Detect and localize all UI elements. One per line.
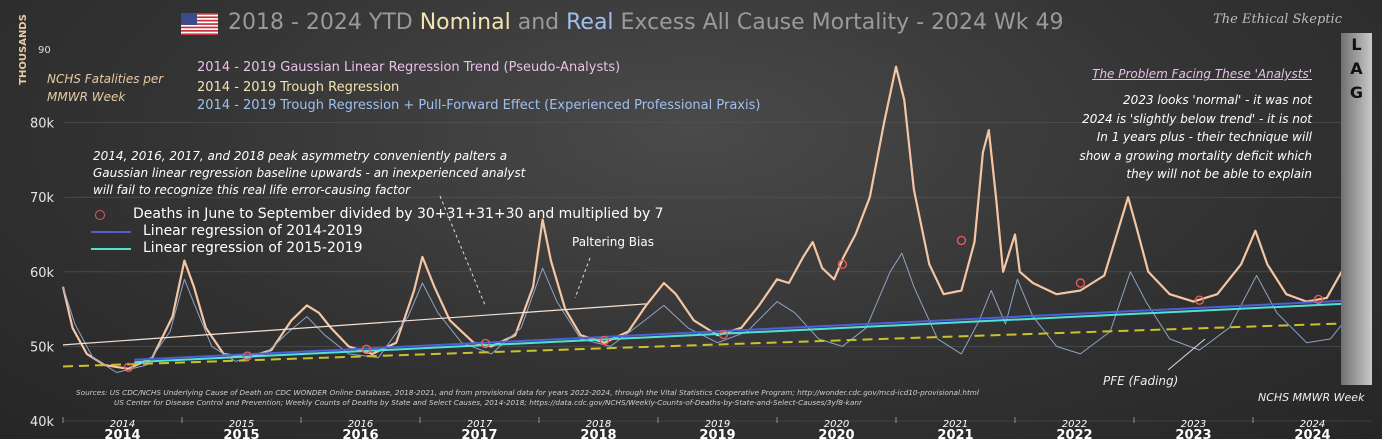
y-tick-label: 80k [30, 117, 55, 132]
y-tick-label: 60k [30, 266, 55, 281]
legend-item: Linear regression of 2015-2019 [91, 240, 664, 257]
x-tick-label: 2021 [937, 428, 973, 439]
brand-signature: The Ethical Skeptic [1213, 12, 1342, 27]
summer-marker [718, 329, 729, 340]
x-tick-label: 2024 [1294, 428, 1330, 439]
lag-letter: G [1349, 83, 1364, 102]
x-tick-label: 2015 [229, 419, 254, 430]
us-flag-icon [181, 13, 218, 35]
problem-line: show a growing mortality deficit which [1079, 148, 1312, 163]
series-line-reg2015 [134, 301, 1373, 364]
legend-marker-circle [95, 209, 105, 220]
series-line-trough [62, 321, 1373, 368]
summer-marker [1194, 295, 1205, 305]
pfe-fading-label: PFE (Fading) [1103, 374, 1179, 388]
x-tick-label: 2019 [699, 428, 735, 439]
source-line: US Center for Disease Control and Preven… [114, 397, 863, 407]
title-real: Real [566, 10, 614, 35]
nchs-fatalities-label: NCHS Fatalities per MMWR Week [47, 72, 164, 104]
x-tick-label: 2021 [943, 419, 968, 430]
trend-gaussian-label: 2014 - 2019 Gaussian Linear Regression T… [197, 60, 621, 75]
problem-line: 2023 looks 'normal' - it was not [1123, 93, 1312, 107]
title-part: 2018 - 2024 YTD [228, 10, 420, 35]
mmwr-week-label: NCHS MMWR Week [1258, 391, 1365, 404]
asymmetry-note: 2014, 2016, 2017, and 2018 peak asymmetr… [93, 148, 525, 199]
summer-marker [123, 362, 134, 372]
annotation-pointer [439, 195, 486, 306]
summer-marker [1075, 278, 1086, 288]
annotation-pointer [574, 257, 591, 299]
series-line-nominal [61, 65, 1368, 370]
y-tick-label: 70k [30, 191, 55, 206]
chart-legend: Deaths in June to September divided by 3… [91, 206, 664, 257]
paltering-bias-label: Paltering Bias [572, 235, 654, 249]
asymmetry-line: Gaussian linear regression baseline upwa… [93, 166, 526, 180]
legend-item: Linear regression of 2014-2019 [91, 223, 664, 240]
x-tick-label: 2023 [1181, 419, 1206, 430]
x-tick-label: 2022 [1062, 419, 1087, 430]
sources-note: Sources: US CDC/NCHS Underlying Cause of… [76, 388, 979, 407]
summer-marker [599, 335, 610, 346]
series-line-reg2014 [134, 298, 1373, 361]
x-tick-label: 2018 [586, 419, 611, 430]
summer-marker [480, 338, 491, 349]
summer-marker [361, 344, 372, 355]
asymmetry-line: 2014, 2016, 2017, and 2018 peak asymmetr… [93, 149, 508, 163]
problem-line: In 1 years plus - their technique will [1096, 130, 1312, 144]
y-tick-label: 40k [30, 415, 55, 430]
y-axis-title: THOUSANDS [17, 14, 29, 85]
x-tick-label: 2016 [348, 419, 373, 430]
x-tick-label: 2017 [461, 428, 497, 439]
legend-label: Deaths in June to September divided by 3… [133, 206, 664, 222]
x-tick-label: 2020 [818, 428, 854, 439]
x-tick-label: 2024 [1300, 419, 1325, 430]
annotation-pointer [1167, 338, 1206, 371]
x-tick-label: 2017 [467, 419, 493, 430]
x-tick-label: 2019 [705, 419, 730, 430]
x-tick-label: 2020 [824, 419, 849, 430]
summer-marker [956, 235, 967, 246]
problem-note: 2023 looks 'normal' - it was not 2024 is… [1079, 91, 1312, 184]
summer-marker [837, 259, 848, 270]
source-line: Sources: US CDC/NCHS Underlying Cause of… [76, 388, 979, 397]
title-part: and [510, 10, 567, 35]
trend-pullforward-label: 2014 - 2019 Trough Regression + Pull-For… [197, 98, 761, 113]
title-nominal: Nominal [419, 10, 511, 35]
series-line-gaussian [62, 303, 647, 346]
legend-swatch-line [91, 230, 131, 233]
legend-swatch-line [91, 247, 131, 250]
lag-letter: A [1350, 59, 1363, 78]
lag-band: L A G [1341, 33, 1372, 385]
summer-marker [1313, 294, 1324, 305]
chart-title: 2018 - 2024 YTD Nominal and Real Excess … [228, 10, 1064, 35]
legend-label: Linear regression of 2015-2019 [143, 240, 363, 256]
x-tick-label: 2023 [1175, 428, 1211, 439]
problem-line: 2024 is 'slightly below trend' - it is n… [1082, 111, 1312, 126]
asymmetry-line: will fail to recognize this real life er… [93, 183, 411, 197]
x-tick-label: 2014 [104, 428, 140, 439]
x-tick-label: 2018 [580, 428, 616, 439]
y-tick-label: 50k [30, 340, 55, 355]
x-tick-label: 2015 [223, 428, 259, 439]
y-top-value: 90 [38, 45, 51, 56]
x-tick-label: 2014 [110, 419, 135, 430]
lag-letter: L [1351, 35, 1362, 54]
legend-item: Deaths in June to September divided by 3… [91, 206, 664, 223]
x-tick-label: 2016 [342, 428, 378, 439]
x-tick-label: 2022 [1056, 428, 1092, 439]
problem-line: they will not be able to explain [1126, 167, 1312, 181]
problem-title: The Problem Facing These 'Analysts' [1092, 67, 1312, 81]
trend-trough-label: 2014 - 2019 Trough Regression [197, 80, 400, 95]
title-part: Excess All Cause Mortality - 2024 Wk 49 [613, 10, 1064, 35]
legend-label: Linear regression of 2014-2019 [143, 223, 363, 239]
summer-marker [242, 351, 253, 361]
